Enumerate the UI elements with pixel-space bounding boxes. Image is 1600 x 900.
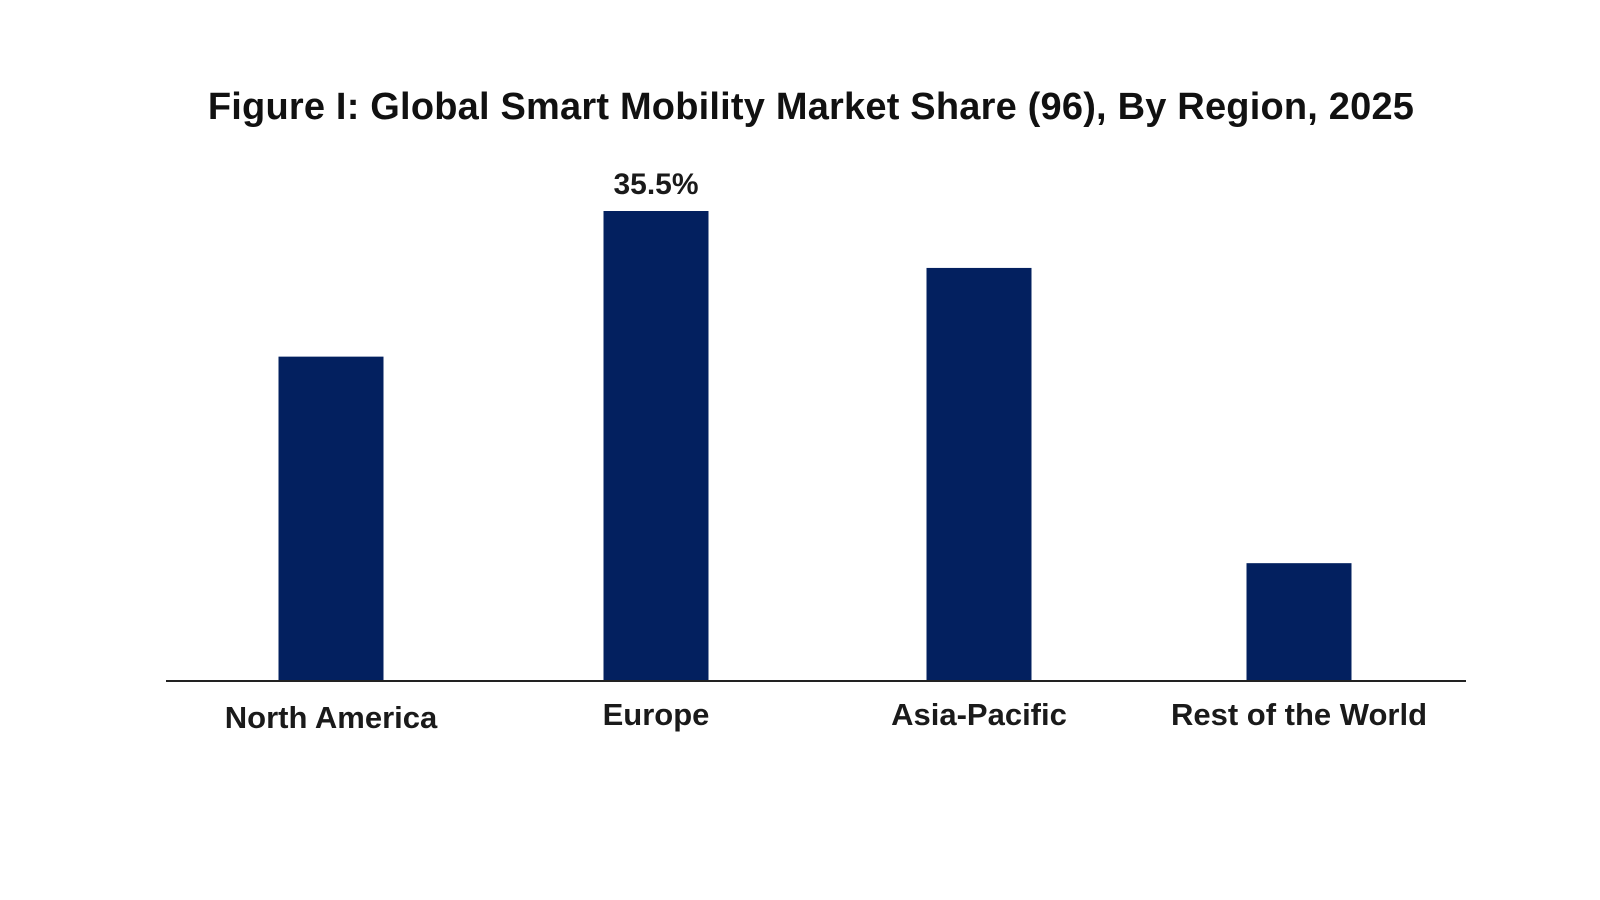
bar-asia-pacific xyxy=(926,267,1032,681)
data-labels-group: 35.5% xyxy=(613,168,698,201)
x-tick-label-north-america: North America xyxy=(225,700,438,735)
x-tick-label-europe: Europe xyxy=(603,697,710,732)
bar-europe xyxy=(603,211,709,681)
category-labels-group: North America Europe Asia-Pacific Rest of t… xyxy=(225,697,1427,735)
bar-north-america xyxy=(278,356,384,681)
bar-rest-of-the-world xyxy=(1246,563,1352,681)
bars-group xyxy=(278,211,1352,681)
chart-title: Figure I: Global Smart Mobility Market S… xyxy=(207,86,1415,128)
x-tick-label-rest-of-the-world: Rest of the World xyxy=(1171,697,1427,732)
x-tick-label-asia-pacific: Asia-Pacific xyxy=(891,697,1067,732)
data-label-europe: 35.5% xyxy=(613,168,698,201)
